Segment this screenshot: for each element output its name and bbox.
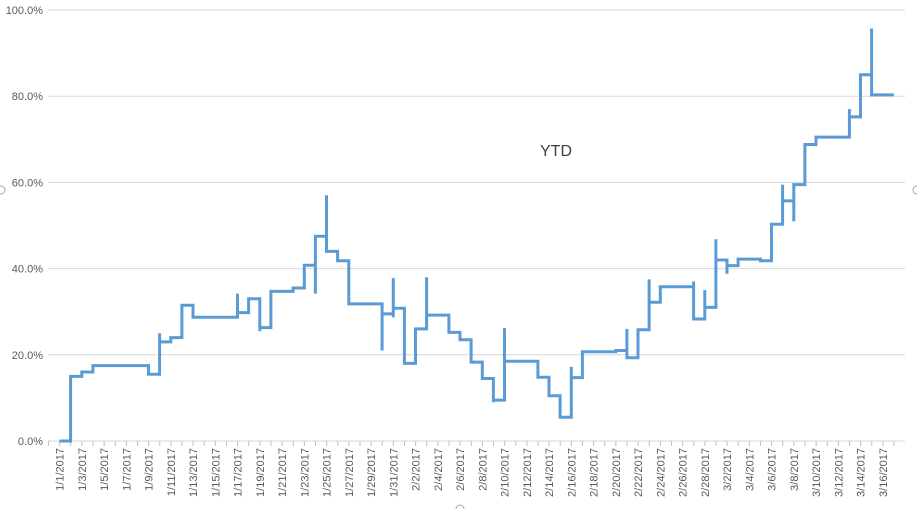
x-tick-label: 1/17/2017 [233,448,245,497]
x-tick-label: 1/3/2017 [77,448,89,491]
x-tick-label: 1/13/2017 [188,448,200,497]
x-tick-label: 1/25/2017 [322,448,334,497]
x-tick-label: 2/6/2017 [455,448,467,491]
x-tick-label: 3/8/2017 [789,448,801,491]
x-axis-tick-labels: 1/1/2017 1/3/2017 1/5/2017 1/7/2017 1/9/2017… [48,441,895,497]
resize-handle-left[interactable] [0,185,6,195]
x-tick-label: 3/4/2017 [744,448,756,491]
x-tick-label: 3/2/2017 [722,448,734,491]
x-tick-label: 1/31/2017 [388,448,400,497]
x-tick-label: 1/27/2017 [344,448,356,497]
x-tick-label: 2/4/2017 [433,448,445,491]
x-tick-label: 2/24/2017 [655,448,667,497]
x-tick-label: 1/29/2017 [366,448,378,497]
x-tick-label: 1/5/2017 [99,448,111,491]
resize-handle-right[interactable] [912,185,917,195]
y-axis-tick-labels: 0.0% 20.0% 40.0% 60.0% 80.0% 100.0% [6,5,44,448]
x-tick-label: 3/6/2017 [767,448,779,491]
gridlines [48,9,905,442]
x-tick-label: 2/26/2017 [678,448,690,497]
x-tick-label: 2/16/2017 [566,448,578,497]
x-tick-label: 2/20/2017 [611,448,623,497]
x-tick-label: 3/14/2017 [856,448,868,497]
x-tick-label: 3/10/2017 [811,448,823,497]
chart-title: YTD [540,143,572,160]
x-tick-label: 1/21/2017 [277,448,289,497]
y-tick-label: 60.0% [12,177,43,189]
y-tick-label: 80.0% [12,91,43,103]
x-tick-label: 2/2/2017 [411,448,423,491]
y-tick-label: 40.0% [12,264,43,276]
x-tick-label: 2/12/2017 [522,448,534,497]
x-tick-label: 1/7/2017 [121,448,133,491]
x-tick-label: 1/23/2017 [299,448,311,497]
x-tick-label: 3/12/2017 [833,448,845,497]
x-tick-label: 3/16/2017 [878,448,890,497]
x-tick-label: 2/14/2017 [544,448,556,497]
y-tick-label: 0.0% [18,436,43,448]
x-tick-label: 2/22/2017 [633,448,645,497]
series-layer [59,28,894,443]
x-tick-label: 2/10/2017 [500,448,512,497]
x-tick-label: 2/28/2017 [700,448,712,497]
resize-handle-bottom[interactable] [455,504,465,509]
chart-resize-handles[interactable] [0,185,917,509]
x-tick-label: 1/19/2017 [255,448,267,497]
x-tick-label: 1/15/2017 [210,448,222,497]
y-tick-label: 20.0% [12,350,43,362]
x-tick-label: 1/1/2017 [55,448,67,491]
x-tick-label: 1/9/2017 [144,448,156,491]
x-tick-label: 2/18/2017 [589,448,601,497]
series-line-ytd [59,28,894,443]
x-tick-label: 1/11/2017 [166,448,178,496]
x-tick-label: 2/8/2017 [477,448,489,491]
y-tick-label: 100.0% [6,5,44,17]
